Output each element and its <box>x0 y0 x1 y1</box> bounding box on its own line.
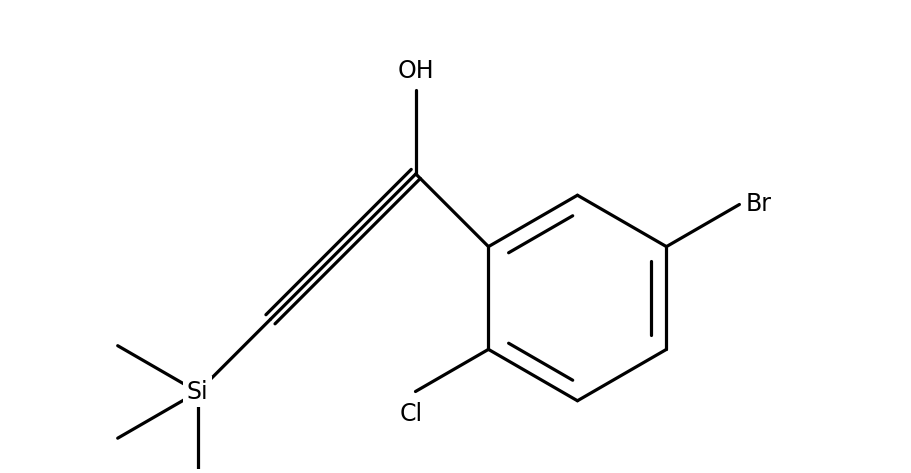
Text: Br: Br <box>745 193 771 217</box>
Text: Si: Si <box>187 380 209 404</box>
Text: OH: OH <box>397 60 434 83</box>
Text: Cl: Cl <box>399 402 422 426</box>
